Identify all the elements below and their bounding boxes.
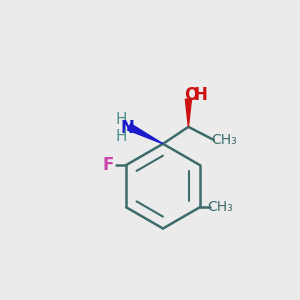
Text: N: N xyxy=(121,118,134,136)
Text: O: O xyxy=(184,85,199,103)
Text: CH₃: CH₃ xyxy=(207,200,232,214)
Text: H: H xyxy=(194,85,208,103)
Text: H: H xyxy=(116,112,127,127)
Text: F: F xyxy=(102,156,113,174)
Text: H: H xyxy=(116,129,127,144)
Text: CH₃: CH₃ xyxy=(212,133,238,147)
Polygon shape xyxy=(128,124,163,144)
Polygon shape xyxy=(185,99,191,127)
